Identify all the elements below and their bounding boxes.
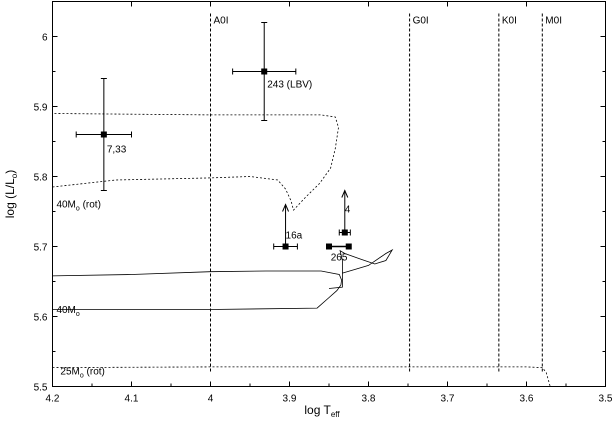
data-point-label: 16a bbox=[286, 231, 303, 242]
arrow-head bbox=[341, 189, 349, 198]
track-label: 25Mo (rot) bbox=[60, 367, 104, 380]
track-line bbox=[52, 270, 343, 310]
data-point-label: 7,33 bbox=[107, 145, 127, 156]
data-point-label: 265 bbox=[331, 253, 348, 264]
data-point-marker bbox=[345, 243, 352, 250]
track-label: 40Mo bbox=[56, 305, 79, 318]
x-tick-label: 3.6 bbox=[520, 394, 534, 405]
x-axis-label: log Teff bbox=[304, 403, 340, 419]
spectral-label: G0I bbox=[413, 16, 429, 27]
y-tick-label: 5.9 bbox=[34, 103, 48, 114]
data-point-marker bbox=[282, 243, 289, 250]
plot-frame bbox=[52, 1, 606, 387]
data-point-marker bbox=[261, 68, 268, 75]
x-tick-label: 3.9 bbox=[283, 394, 297, 405]
data-points: 243 (LBV) 7,33 16a 4 265 bbox=[75, 22, 352, 264]
spectral-label: A0I bbox=[214, 16, 229, 27]
spectral-type-lines: A0I G0I K0I M0I bbox=[210, 13, 562, 373]
x-axis-ticks: 4.2 4.1 4 3.9 3.8 3.7 3.6 3.5 bbox=[46, 1, 613, 405]
track-line bbox=[52, 113, 339, 211]
x-tick-label: 4.1 bbox=[125, 394, 139, 405]
track-line bbox=[328, 248, 394, 289]
x-tick-label: 3.5 bbox=[599, 394, 613, 405]
spectral-label: K0I bbox=[502, 16, 517, 27]
data-point-label: 243 (LBV) bbox=[267, 80, 312, 91]
evolutionary-tracks: 40Mo (rot) 40Mo 25Mo (rot) bbox=[52, 113, 551, 387]
y-tick-label: 5.6 bbox=[34, 313, 48, 324]
track-label: 40Mo (rot) bbox=[56, 199, 100, 212]
x-tick-label: 3.8 bbox=[362, 394, 376, 405]
x-tick-label: 4 bbox=[208, 394, 214, 405]
track-line bbox=[52, 366, 551, 387]
arrow-head bbox=[282, 203, 290, 212]
data-point-marker bbox=[341, 229, 348, 236]
y-tick-label: 5.5 bbox=[34, 383, 48, 394]
spectral-label: M0I bbox=[545, 16, 562, 27]
x-tick-label: 4.2 bbox=[46, 394, 60, 405]
data-point-marker bbox=[100, 131, 107, 138]
y-axis-label: log (L/Lo) bbox=[3, 170, 19, 218]
y-axis-ticks: 5.5 5.6 5.7 5.8 5.9 6 bbox=[34, 1, 606, 394]
y-tick-label: 5.8 bbox=[34, 173, 48, 184]
data-point-label: 4 bbox=[345, 205, 351, 216]
y-tick-label: 5.7 bbox=[34, 243, 48, 254]
x-tick-label: 3.7 bbox=[441, 394, 455, 405]
y-tick-label: 6 bbox=[42, 33, 48, 44]
data-point-marker bbox=[326, 243, 332, 250]
